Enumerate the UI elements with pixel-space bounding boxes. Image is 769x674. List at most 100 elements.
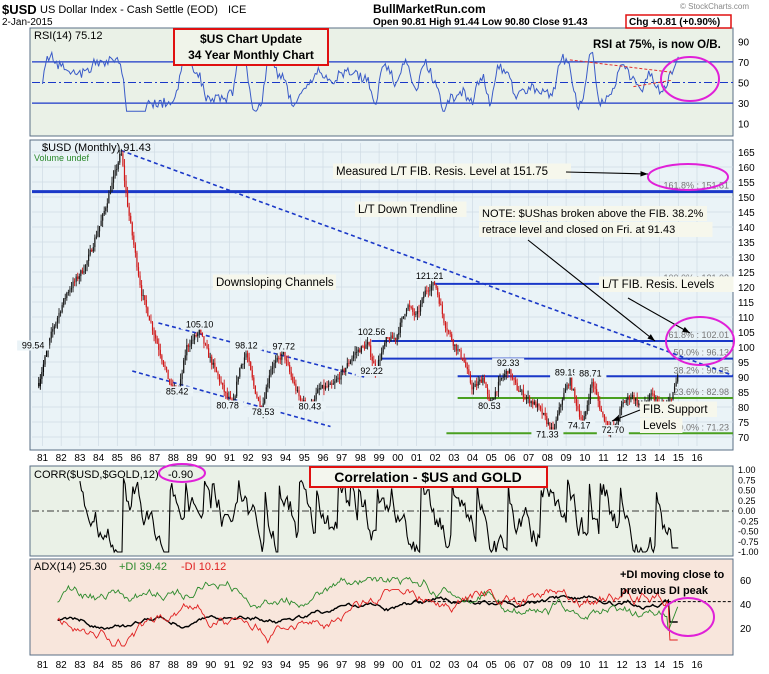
price-candle-body (393, 337, 395, 339)
price-candle-body (237, 376, 239, 382)
price-candle-body (404, 314, 406, 317)
x-tick-label-bottom: 10 (579, 660, 591, 671)
price-candle-body (289, 364, 291, 372)
price-candle-body (592, 382, 595, 387)
adx-tick-label: 60 (740, 576, 752, 587)
price-label: 85.42 (166, 386, 189, 396)
price-candle-body (415, 313, 417, 315)
price-candle-body (468, 369, 470, 375)
price-label-bg (267, 341, 300, 352)
price-candle-body (108, 193, 110, 204)
price-candle-body (575, 396, 577, 406)
price-candle-body (217, 372, 219, 376)
price-candle-body (345, 367, 347, 372)
price-tick-label: 155 (738, 178, 755, 189)
price-candle-body (399, 322, 401, 333)
price-candle-body (169, 379, 171, 384)
x-tick-label-bottom: 82 (56, 660, 68, 671)
price-candle-body (214, 362, 216, 368)
exchange: ICE (228, 4, 246, 16)
rsi-trend-upper (569, 59, 671, 73)
price-candle-body (669, 398, 671, 403)
price-candle-body (628, 396, 630, 400)
rsi-tick-label: 10 (738, 120, 750, 131)
price-candle-body (114, 169, 116, 176)
price-tick-label: 165 (738, 148, 755, 159)
price-candle-body (58, 312, 60, 318)
price-label: 92.22 (360, 366, 383, 376)
price-candle-body (63, 298, 65, 306)
corr-tick-label: -0.75 (738, 537, 759, 547)
price-candle-body (522, 390, 525, 398)
corr-tick-label: 1.00 (738, 465, 756, 475)
price-candle-body (471, 382, 473, 390)
channels-annotation: Downsloping Channels (216, 277, 334, 289)
x-tick-label: 97 (336, 453, 348, 464)
price-candle-body (560, 404, 562, 408)
price-label-bg (596, 425, 629, 436)
note-line-2-bg (479, 222, 713, 237)
rsi-title-box (173, 28, 329, 66)
price-candle-body (652, 393, 654, 395)
price-candle-body (577, 405, 579, 410)
x-tick-label: 12 (617, 453, 629, 464)
price-candle-body (186, 345, 188, 356)
note-arrow (527, 239, 656, 342)
x-tick-label-bottom: 14 (654, 660, 666, 671)
corr-value: -0.90 (168, 469, 193, 481)
price-candle-body (208, 348, 210, 358)
price-candle-body (469, 374, 472, 383)
price-candle-body (139, 275, 141, 286)
price-tick-label: 145 (738, 208, 755, 219)
price-candle-body (315, 392, 317, 400)
price-tick-label: 70 (738, 433, 750, 444)
price-candle-body (39, 378, 41, 387)
price-candle-body (253, 377, 255, 386)
price-candle-body (675, 381, 677, 387)
price-candle-body (281, 353, 283, 360)
price-candle-body (209, 356, 211, 358)
price-candle-body (504, 373, 506, 377)
price-candle-body (335, 379, 338, 382)
corr-tick-label: 0.50 (738, 486, 756, 496)
price-label-bg (492, 358, 525, 369)
price-candle-body (184, 355, 186, 361)
plus-di-line (57, 576, 679, 631)
price-candle-body (77, 276, 79, 279)
price-label-bg (410, 270, 449, 281)
price-candle-body (558, 407, 560, 415)
measured-arrow-head (640, 171, 648, 177)
price-candle-body (677, 375, 679, 382)
price-candle-body (273, 363, 275, 368)
x-tick-label: 89 (187, 453, 199, 464)
price-candle-body (223, 384, 225, 392)
price-candle-body (488, 394, 490, 402)
price-label-bg (550, 367, 583, 378)
price-candle-body (348, 363, 350, 364)
price-candle-body (416, 311, 419, 314)
price-legend: $USD (Monthly) 91.43 (42, 142, 151, 154)
watermark: © StockCharts.com (680, 2, 749, 11)
price-candle-body (379, 359, 381, 361)
price-candle-body (557, 414, 559, 420)
price-candle-body (429, 290, 431, 292)
x-tick-label: 92 (243, 453, 255, 464)
price-candle-body (97, 231, 99, 237)
x-tick-label-bottom: 11 (598, 660, 609, 671)
price-candle-body (455, 344, 457, 351)
x-tick-label: 03 (448, 453, 460, 464)
price-candle-body (440, 303, 442, 306)
price-candle-body (80, 270, 82, 277)
price-label: 71.33 (536, 430, 559, 440)
price-candle-body (112, 175, 115, 183)
x-tick-label-bottom: 06 (504, 660, 516, 671)
rsi-tick-label: 50 (738, 79, 750, 90)
price-candle-body (75, 276, 77, 282)
price-candle-body (424, 290, 426, 297)
x-tick-label: 14 (654, 453, 666, 464)
adx-tick-label: 40 (740, 600, 752, 611)
price-candle-body (538, 403, 540, 407)
x-tick-label: 87 (149, 453, 161, 464)
price-candle-body (543, 413, 545, 415)
x-tick-label: 86 (130, 453, 142, 464)
